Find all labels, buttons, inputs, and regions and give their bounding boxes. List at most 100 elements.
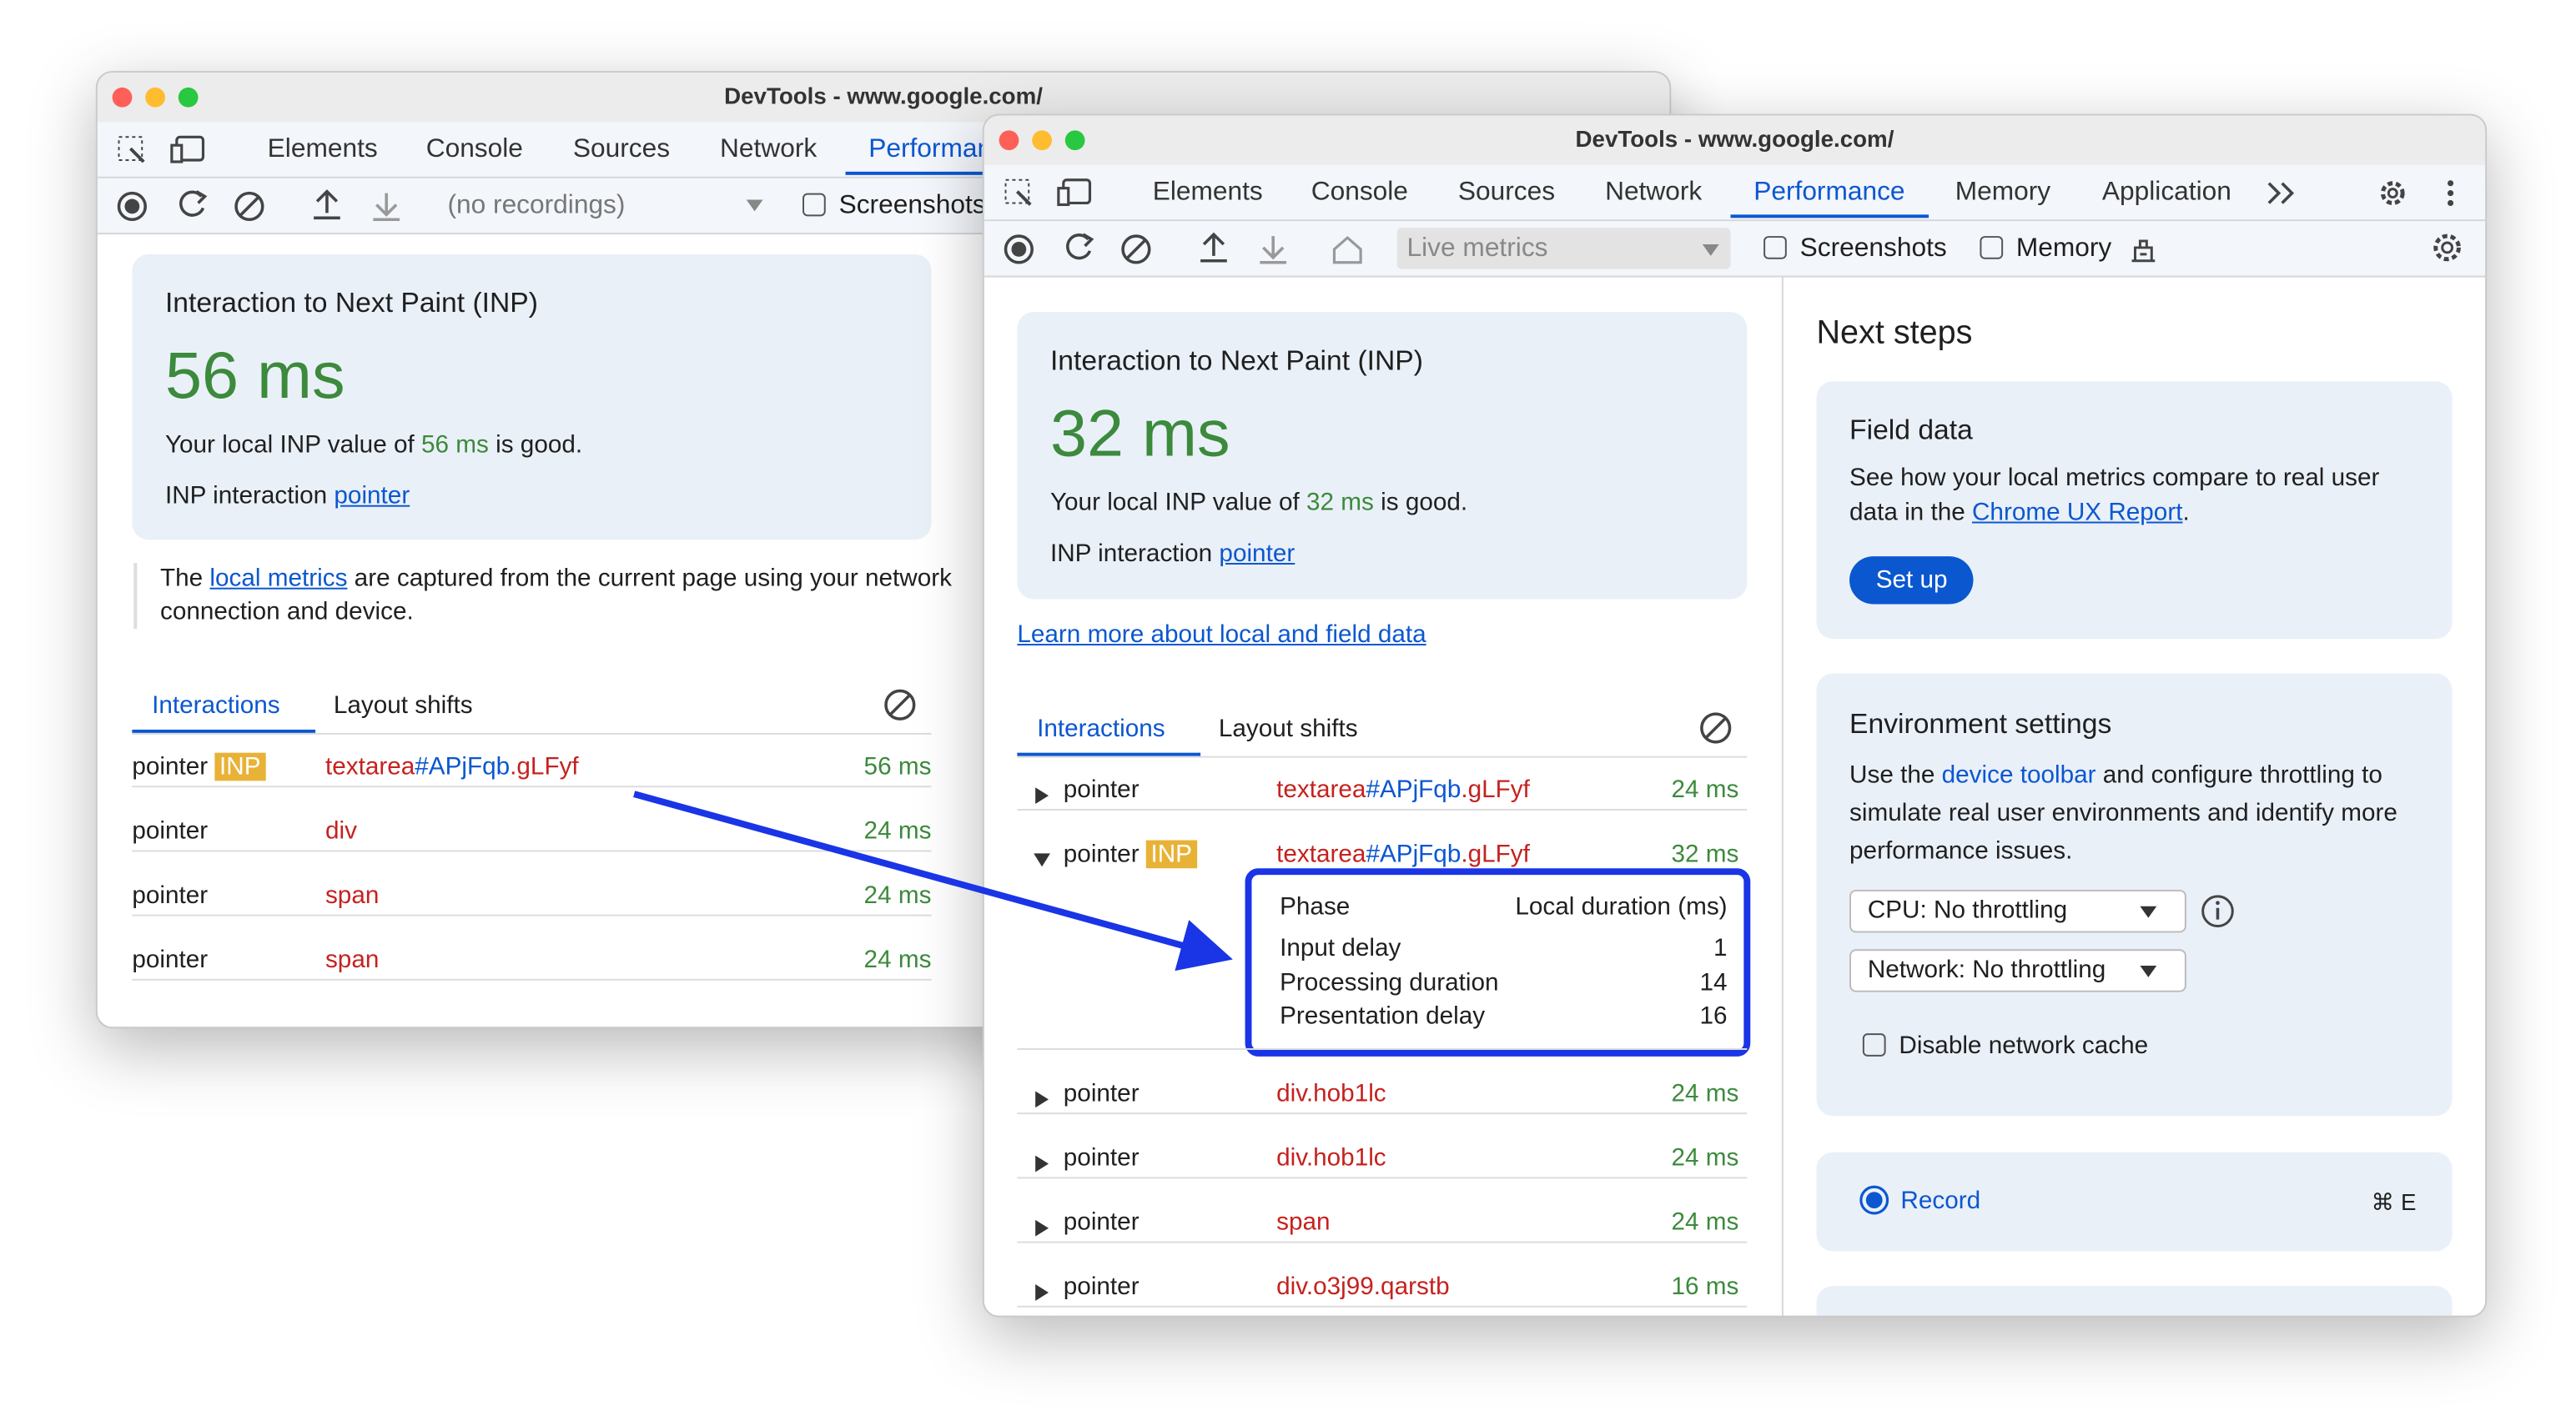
expand-toggle[interactable] (1034, 846, 1050, 875)
selector-part: textarea (1276, 776, 1366, 805)
clear-icon[interactable] (882, 686, 918, 729)
clear-icon[interactable] (1698, 710, 1734, 752)
selector[interactable]: div (325, 817, 357, 846)
interaction-type[interactable]: pointer (132, 817, 208, 846)
toolbar-icons (118, 135, 205, 163)
card-title: Environment settings (1849, 708, 2112, 740)
selector[interactable]: div.o3j99.qarstb (1276, 1273, 1449, 1301)
inp-desc: Your local INP value of 56 ms is good. (164, 430, 583, 459)
selector-part: .gLFyf (1461, 840, 1530, 869)
record-button[interactable]: Record (1900, 1187, 1981, 1215)
tab[interactable]: Memory (1955, 178, 2051, 207)
interaction-type[interactable]: pointer (132, 881, 208, 910)
setup-button[interactable]: Set up (1849, 556, 1975, 605)
field-data-card: Field data See how your local metrics co… (1816, 381, 2453, 640)
checkbox-label: Screenshots (838, 191, 986, 220)
tab[interactable]: Elements (267, 135, 378, 163)
tab[interactable]: Network (1605, 178, 1703, 207)
selector[interactable]: div.hob1lc (1276, 1144, 1386, 1172)
selector[interactable]: span (325, 946, 379, 974)
cpu-select[interactable]: CPU: No throttling (1849, 889, 2186, 933)
expand-toggle[interactable] (1034, 1279, 1050, 1308)
row-separator (132, 914, 932, 916)
tab[interactable]: Sources (1457, 178, 1556, 207)
duration: 16 ms (1671, 1273, 1739, 1301)
checkbox[interactable]: Screenshots (1763, 234, 1947, 263)
tab[interactable]: Sources (572, 135, 671, 163)
row-separator (1017, 1047, 1748, 1050)
selector[interactable]: textarea#APjFqb.gLFyf (1276, 841, 1530, 869)
phase-header: Phase (1280, 892, 1351, 921)
tab[interactable]: Elements (1152, 178, 1263, 207)
interaction-type[interactable]: pointer INP (1064, 840, 1197, 869)
duration: 24 ms (1671, 1079, 1739, 1108)
expand-toggle[interactable] (1034, 1151, 1050, 1179)
duration: 56 ms (863, 752, 932, 781)
interaction-type[interactable]: pointer INP (132, 752, 266, 781)
network-select[interactable]: Network: No throttling (1849, 949, 2186, 992)
tab[interactable]: Performance (1753, 178, 1905, 207)
card-title: Interaction to Next Paint (INP) (164, 287, 538, 319)
type: pointer (132, 816, 209, 846)
type: pointer (1063, 1273, 1140, 1301)
interaction-type[interactable]: pointer (132, 946, 208, 974)
selector-part: div.hob1lc (1276, 1143, 1386, 1172)
phase-duration: 14 (1699, 967, 1728, 997)
tab[interactable]: Network (720, 135, 818, 163)
subtab[interactable]: Interactions (1037, 715, 1165, 743)
tab[interactable]: Application (2101, 178, 2231, 207)
type: pointer (1063, 1143, 1140, 1172)
expand-toggle[interactable] (1034, 1215, 1050, 1243)
checkbox[interactable]: Screenshots (802, 191, 986, 220)
interaction-type[interactable]: pointer (1064, 1144, 1140, 1172)
tabbar-icons (2267, 180, 2454, 207)
row-separator (1017, 1241, 1748, 1243)
devtools-window-front: DevTools - www.google.com/ Elements Conso… (982, 113, 2488, 1318)
inp-interaction: INP interaction pointer (1049, 540, 1296, 568)
selector[interactable]: textarea#APjFqb.gLFyf (1276, 776, 1530, 804)
expand-toggle[interactable] (1034, 782, 1050, 811)
selector[interactable]: span (1276, 1208, 1330, 1237)
row-separator (1017, 1177, 1748, 1179)
selector[interactable]: span (325, 881, 379, 910)
recordings-select[interactable]: (no recordings) (447, 191, 626, 220)
selector-part: .gLFyf (510, 752, 579, 781)
toolbar: Live metrics Screenshots Memory (984, 221, 2486, 278)
duration: 24 ms (863, 881, 932, 910)
interaction-type[interactable]: pointer (1064, 776, 1140, 804)
inp-value: 56 ms (164, 339, 345, 413)
subtab-underline (1017, 752, 1201, 756)
duration: 24 ms (863, 816, 932, 846)
interaction-type[interactable]: pointer (1064, 1273, 1140, 1301)
live-metrics-select[interactable]: Live metrics (1396, 228, 1731, 269)
selector-part: #APjFqb (1366, 776, 1462, 805)
selector-part: #APjFqb (415, 752, 511, 781)
tab-separator (132, 732, 932, 735)
duration: 24 ms (1671, 776, 1739, 805)
duration: 24 ms (1671, 1208, 1739, 1237)
selector-part: div.o3j99.qarstb (1276, 1273, 1450, 1301)
field-data-text: See how your local metrics compare to re… (1849, 464, 2380, 527)
checkbox-label: Memory (2015, 234, 2112, 263)
type: pointer (1063, 1208, 1140, 1237)
expand-toggle[interactable] (1034, 1087, 1050, 1115)
selector[interactable]: textarea#APjFqb.gLFyf (325, 753, 579, 781)
selector-part: span (1276, 1208, 1331, 1237)
selector-part: textarea (325, 752, 415, 781)
title-bar: DevTools - www.google.com/ (97, 73, 1670, 123)
card-title: Field data (1849, 414, 1973, 446)
selector[interactable]: div.hob1lc (1276, 1080, 1386, 1108)
interaction-type[interactable]: pointer (1064, 1208, 1140, 1237)
subtab[interactable]: Layout shifts (1218, 715, 1358, 743)
tab[interactable]: Console (1311, 178, 1408, 207)
interaction-type[interactable]: pointer (1064, 1080, 1140, 1108)
learn-more-link[interactable]: Learn more about local and field data (1017, 620, 1426, 649)
row-separator (132, 786, 932, 788)
subtab[interactable]: Interactions (152, 691, 280, 721)
subtab[interactable]: Layout shifts (333, 691, 473, 721)
checkbox[interactable]: Memory (1980, 234, 2111, 263)
phase-header: Local duration (ms) (1515, 892, 1728, 921)
window-title: DevTools - www.google.com/ (724, 82, 1043, 109)
tab[interactable]: Console (425, 135, 523, 163)
cache-checkbox[interactable]: Disable network cache (1862, 1032, 2148, 1060)
